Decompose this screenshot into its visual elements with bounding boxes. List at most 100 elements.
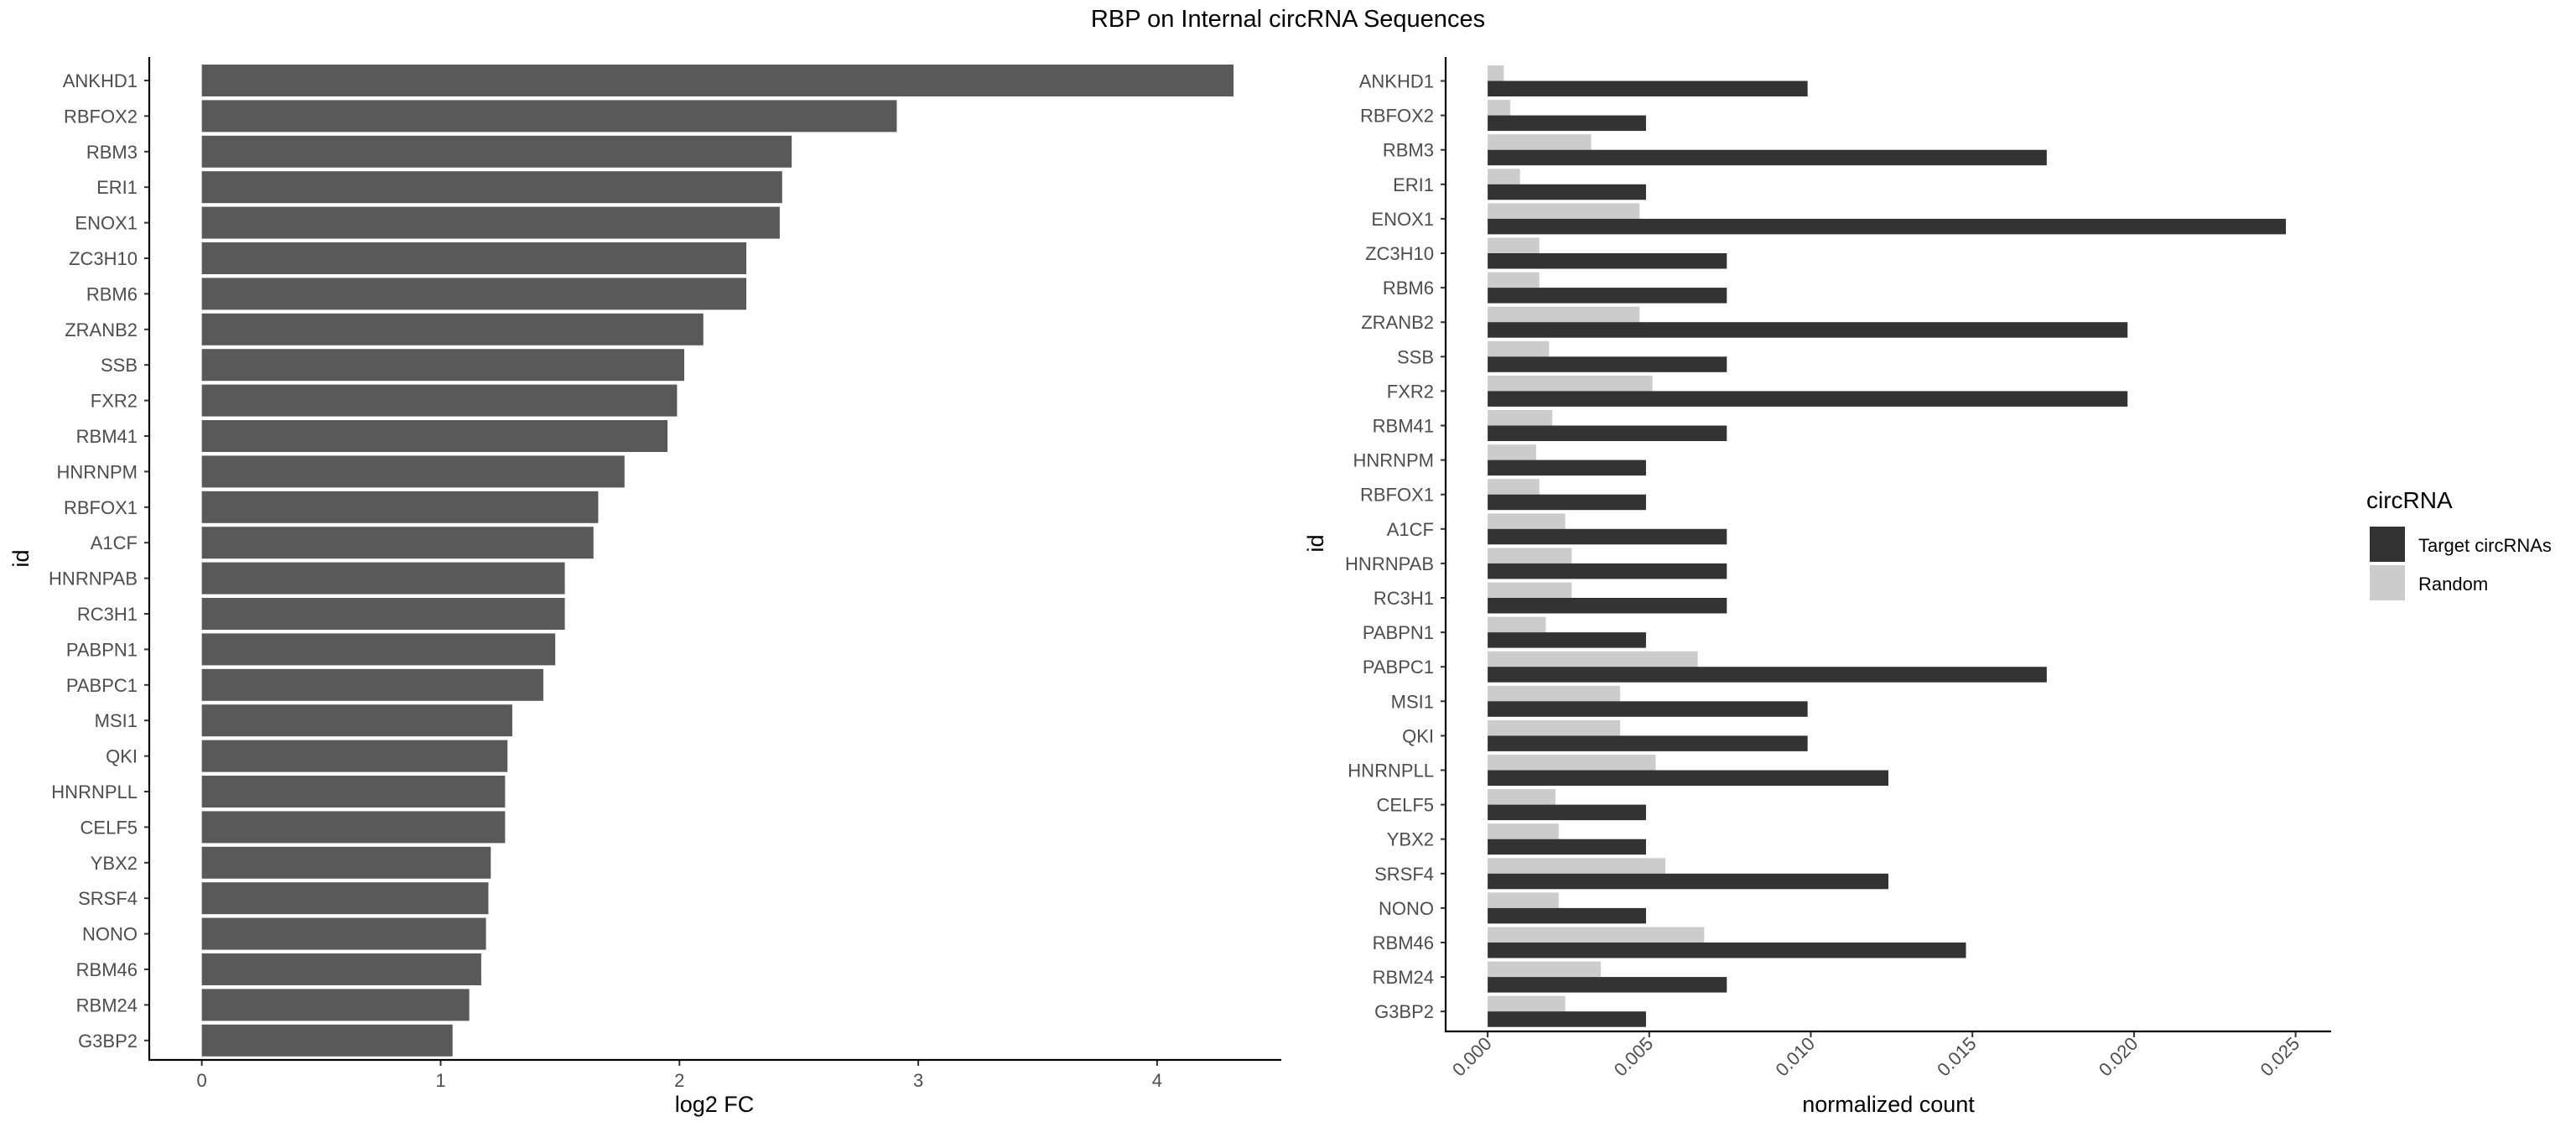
bar-rbm3	[201, 135, 792, 168]
bar-fxr2	[201, 384, 678, 417]
bar-target-rbfox1	[1488, 494, 1646, 511]
bar-target-pabpc1	[1488, 667, 2047, 683]
x-tick-label-3: 3	[913, 1070, 923, 1091]
bar-target-ankhd1	[1488, 80, 1808, 96]
y-tick-label-hnrnpm: HNRNPM	[1353, 450, 1434, 471]
y-tick-label-ybx2: YBX2	[1387, 829, 1434, 850]
bar-target-rbm46	[1488, 943, 1966, 958]
y-tick-label-hnrnpm: HNRNPM	[56, 461, 138, 482]
bar-random-ankhd1	[1488, 65, 1504, 81]
y-tick-label-pabpc1: PABPC1	[1363, 657, 1434, 678]
y-tick-label-qki: QKI	[1402, 725, 1434, 746]
bar-target-g3bp2	[1488, 1011, 1646, 1027]
y-tick-label-zranb2: ZRANB2	[65, 319, 138, 340]
x-tick-label-1: 1	[435, 1070, 445, 1091]
bar-target-pabpn1	[1488, 632, 1646, 648]
y-tick-label-g3bp2: G3BP2	[78, 1031, 138, 1052]
bar-random-hnrnpll	[1488, 755, 1656, 771]
bar-random-msi1	[1488, 685, 1621, 702]
bar-target-hnrnpll	[1488, 770, 1888, 786]
bar-random-eri1	[1488, 169, 1520, 184]
y-tick-label-srsf4: SRSF4	[1374, 864, 1434, 885]
y-tick-label-zc3h10: ZC3H10	[1365, 243, 1434, 264]
bar-hnrnpll	[201, 776, 506, 808]
bar-random-ssb	[1488, 340, 1550, 357]
y-tick-label-pabpc1: PABPC1	[66, 675, 138, 696]
bar-enox1	[201, 206, 780, 239]
figure-title: RBP on Internal circRNA Sequences	[1091, 6, 1485, 33]
y-tick-label-pabpn1: PABPN1	[1363, 622, 1434, 643]
bar-rc3h1	[201, 598, 565, 630]
bar-target-rc3h1	[1488, 598, 1727, 614]
legend-key-target	[2370, 527, 2405, 562]
bar-srsf4	[201, 882, 489, 915]
bar-nono	[201, 917, 486, 950]
bar-target-msi1	[1488, 701, 1808, 717]
bar-target-rbfox2	[1488, 115, 1646, 132]
bar-random-srsf4	[1488, 858, 1666, 874]
y-tick-label-rbm6: RBM6	[86, 283, 138, 304]
bar-zranb2	[201, 313, 704, 345]
legend-key-random	[2370, 565, 2405, 600]
bar-target-ybx2	[1488, 839, 1646, 855]
bar-random-rbm3	[1488, 134, 1592, 150]
y-tick-label-rbm46: RBM46	[1373, 932, 1434, 953]
bar-rbm41	[201, 420, 668, 452]
y-tick-label-ybx2: YBX2	[91, 853, 138, 874]
y-tick-label-nono: NONO	[82, 924, 138, 945]
bar-random-rbm46	[1488, 927, 1705, 943]
y-tick-label-celf5: CELF5	[80, 817, 138, 838]
y-tick-label-rbm24: RBM24	[1373, 967, 1434, 988]
left-x-axis: 0 1 2 3 4	[197, 1060, 1162, 1091]
y-tick-label-ankhd1: ANKHD1	[63, 70, 138, 91]
bar-a1cf	[201, 527, 594, 559]
y-tick-label-hnrnpll: HNRNPLL	[51, 782, 138, 802]
bar-hnrnpm	[201, 455, 625, 488]
legend-label-random: Random	[2418, 574, 2488, 595]
y-tick-label-rbfox1: RBFOX1	[64, 497, 138, 518]
bar-target-rbm3	[1488, 149, 2047, 166]
bar-random-hnrnpm	[1488, 444, 1536, 460]
left-bars	[201, 65, 1234, 1057]
left-x-axis-title: log2 FC	[675, 1092, 755, 1117]
bar-target-enox1	[1488, 218, 2287, 235]
left-y-axis-title: id	[8, 549, 34, 567]
y-tick-label-srsf4: SRSF4	[78, 888, 138, 909]
bar-target-eri1	[1488, 184, 1646, 200]
legend-label-target: Target circRNAs	[2418, 535, 2552, 556]
bar-random-a1cf	[1488, 513, 1566, 529]
legend-title: circRNA	[2366, 487, 2453, 513]
left-y-tick-labels: ANKHD1 RBFOX2 RBM3 ERI1 ENOX1 ZC3H10 RBM6 ZRANB…	[49, 70, 138, 1052]
y-tick-label-rbfox2: RBFOX2	[64, 106, 138, 127]
bar-rbm24	[201, 989, 470, 1021]
bar-random-qki	[1488, 719, 1621, 736]
bar-random-rc3h1	[1488, 582, 1572, 598]
bar-target-ssb	[1488, 356, 1727, 372]
bar-ssb	[201, 349, 684, 382]
right-y-axis-title: id	[1303, 534, 1328, 552]
bar-celf5	[201, 811, 506, 844]
bar-random-rbfox2	[1488, 100, 1511, 116]
y-tick-label-rbm46: RBM46	[76, 959, 138, 980]
bar-target-zranb2	[1488, 322, 2128, 338]
y-tick-label-rc3h1: RC3H1	[77, 604, 138, 625]
x-tick-label-4: 4	[1152, 1070, 1162, 1091]
bar-qki	[201, 740, 508, 772]
y-tick-label-hnrnpab: HNRNPAB	[49, 569, 138, 589]
y-tick-label-qki: QKI	[106, 746, 138, 767]
y-tick-label-rc3h1: RC3H1	[1374, 588, 1434, 609]
y-tick-label-msi1: MSI1	[95, 710, 138, 731]
right-panel: ANKHD1 RBFOX2 RBM3 ERI1 ENOX1 ZC3H10 RBM6 ZRANB…	[1303, 57, 2331, 1117]
bar-random-celf5	[1488, 789, 1556, 805]
y-tick-label-enox1: ENOX1	[75, 213, 138, 234]
bar-random-g3bp2	[1488, 995, 1566, 1012]
bar-target-rbm6	[1488, 288, 1727, 304]
bar-random-pabpn1	[1488, 616, 1546, 633]
y-tick-label-rbm41: RBM41	[1373, 416, 1434, 437]
legend: circRNA Target circRNAs Random	[2366, 487, 2552, 600]
bar-msi1	[201, 704, 512, 737]
bar-pabpn1	[201, 633, 556, 666]
bar-random-fxr2	[1488, 375, 1653, 392]
right-x-axis-title: normalized count	[1802, 1092, 1975, 1117]
